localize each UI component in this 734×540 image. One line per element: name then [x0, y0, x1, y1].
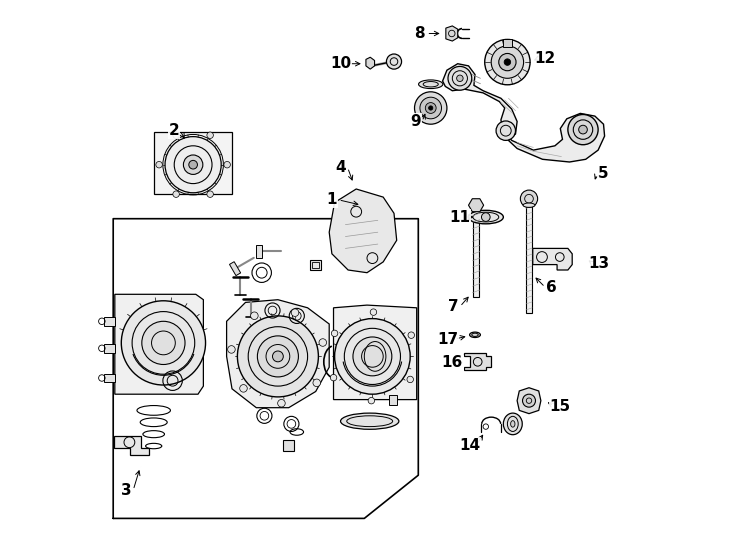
Circle shape	[425, 103, 436, 113]
Circle shape	[568, 114, 598, 145]
Polygon shape	[333, 305, 417, 400]
Circle shape	[319, 339, 327, 346]
Circle shape	[353, 337, 392, 376]
Polygon shape	[256, 245, 262, 258]
Circle shape	[415, 92, 447, 124]
Circle shape	[207, 191, 214, 198]
Text: 7: 7	[448, 299, 459, 314]
Circle shape	[408, 332, 415, 339]
Circle shape	[228, 346, 235, 353]
Text: 11: 11	[449, 210, 470, 225]
Circle shape	[386, 54, 401, 69]
Bar	[154, 132, 232, 194]
Text: 15: 15	[550, 399, 571, 414]
Circle shape	[272, 351, 283, 362]
Polygon shape	[230, 262, 241, 275]
Polygon shape	[464, 353, 491, 370]
Circle shape	[224, 161, 230, 168]
Polygon shape	[115, 436, 150, 455]
Text: 14: 14	[459, 438, 480, 453]
Bar	[104, 317, 115, 326]
Ellipse shape	[504, 413, 523, 435]
Circle shape	[331, 330, 338, 336]
Circle shape	[189, 160, 197, 169]
Circle shape	[240, 384, 247, 392]
Circle shape	[491, 46, 523, 78]
Circle shape	[277, 400, 286, 407]
Circle shape	[496, 121, 515, 140]
Polygon shape	[115, 294, 203, 394]
Circle shape	[499, 53, 516, 71]
Polygon shape	[468, 199, 484, 212]
Circle shape	[335, 319, 410, 394]
Polygon shape	[517, 388, 541, 414]
Text: 9: 9	[410, 114, 421, 129]
Ellipse shape	[468, 211, 504, 224]
Polygon shape	[366, 57, 374, 69]
Text: 3: 3	[121, 483, 132, 498]
Bar	[310, 260, 321, 270]
Circle shape	[237, 316, 319, 397]
Circle shape	[457, 75, 463, 82]
Polygon shape	[533, 248, 573, 270]
Circle shape	[156, 161, 162, 168]
Circle shape	[448, 66, 472, 90]
Circle shape	[121, 301, 206, 385]
Ellipse shape	[523, 203, 535, 207]
Circle shape	[330, 374, 337, 381]
Text: 17: 17	[437, 332, 459, 347]
Bar	[503, 39, 512, 47]
Circle shape	[142, 321, 185, 365]
Bar	[526, 205, 531, 313]
Text: 2: 2	[168, 123, 179, 138]
Circle shape	[523, 394, 536, 407]
Circle shape	[165, 137, 221, 193]
Circle shape	[578, 125, 587, 134]
Circle shape	[173, 191, 179, 198]
Circle shape	[420, 97, 442, 119]
Bar	[313, 262, 319, 268]
Polygon shape	[446, 26, 458, 41]
Bar	[473, 205, 479, 297]
Circle shape	[313, 379, 321, 387]
Text: 5: 5	[598, 166, 608, 181]
Ellipse shape	[341, 413, 399, 429]
Ellipse shape	[511, 421, 515, 427]
Text: 4: 4	[335, 160, 346, 175]
Circle shape	[520, 190, 537, 207]
Circle shape	[504, 59, 511, 65]
Bar	[104, 344, 115, 353]
Text: 1: 1	[327, 192, 337, 207]
Circle shape	[368, 397, 374, 404]
Text: 8: 8	[415, 26, 425, 41]
Text: 13: 13	[589, 256, 610, 271]
Circle shape	[184, 155, 203, 174]
Circle shape	[429, 106, 433, 110]
Circle shape	[407, 376, 413, 383]
Ellipse shape	[418, 80, 443, 89]
Polygon shape	[330, 189, 396, 273]
Polygon shape	[227, 300, 330, 408]
Polygon shape	[283, 440, 294, 451]
Circle shape	[250, 312, 258, 320]
Circle shape	[291, 309, 299, 316]
Text: 6: 6	[546, 280, 557, 295]
Text: 16: 16	[442, 355, 463, 370]
Ellipse shape	[470, 332, 480, 338]
Circle shape	[207, 132, 214, 138]
Text: 10: 10	[330, 56, 352, 71]
Circle shape	[370, 309, 377, 315]
Bar	[104, 374, 115, 382]
Circle shape	[173, 132, 179, 138]
Polygon shape	[443, 64, 605, 162]
Circle shape	[258, 336, 299, 377]
Circle shape	[484, 39, 530, 85]
Bar	[388, 395, 396, 405]
Text: 12: 12	[534, 51, 556, 66]
Circle shape	[482, 213, 490, 221]
